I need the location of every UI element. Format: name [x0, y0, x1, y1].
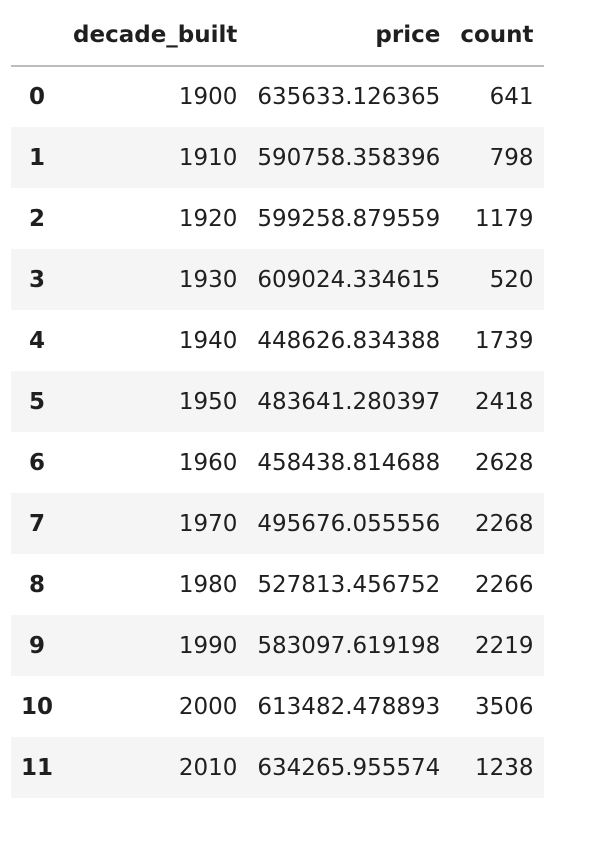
- cell-price: 635633.126365: [257, 84, 441, 110]
- cell-count: 798: [489, 144, 534, 171]
- cell-decade-built: 1900: [178, 84, 238, 110]
- column-header-count: count: [450, 0, 544, 67]
- cell-count: 2418: [474, 388, 534, 415]
- cell-count: 1238: [474, 754, 534, 781]
- cell-decade-built: 1960: [178, 449, 238, 476]
- cell-price: 613482.478893: [257, 693, 441, 720]
- row-index: 0: [29, 84, 46, 110]
- cell-decade-built: 2000: [178, 693, 238, 720]
- dataframe-output: decade_built price count 0 1900 635633.126…: [11, 0, 544, 798]
- header-row: decade_built price count: [11, 0, 544, 67]
- cell-decade-built: 1910: [178, 144, 238, 171]
- table-row: 8 1980 527813.456752 2266: [11, 554, 544, 615]
- row-index: 10: [21, 693, 54, 720]
- row-index: 4: [29, 327, 46, 354]
- cell-price: 599258.879559: [257, 205, 441, 232]
- table-row: 1 1910 590758.358396 798: [11, 127, 544, 188]
- table-row: 0 1900 635633.126365 641: [11, 66, 544, 127]
- cell-count: 2268: [474, 510, 534, 537]
- table-row: 11 2010 634265.955574 1238: [11, 737, 544, 798]
- cell-count: 1739: [474, 327, 534, 354]
- cell-decade-built: 1930: [178, 266, 238, 293]
- cell-price: 495676.055556: [257, 510, 441, 537]
- table-row: 10 2000 613482.478893 3506: [11, 676, 544, 737]
- cell-decade-built: 1990: [178, 632, 238, 659]
- table-row: 5 1950 483641.280397 2418: [11, 371, 544, 432]
- index-header: [11, 0, 64, 67]
- table-row: 7 1970 495676.055556 2268: [11, 493, 544, 554]
- cell-decade-built: 1920: [178, 205, 238, 232]
- table-row: 2 1920 599258.879559 1179: [11, 188, 544, 249]
- table-row: 3 1930 609024.334615 520: [11, 249, 544, 310]
- row-index: 1: [29, 144, 46, 171]
- cell-count: 2219: [474, 632, 534, 659]
- cell-decade-built: 2010: [178, 754, 238, 781]
- row-index: 6: [29, 449, 46, 476]
- row-index: 8: [29, 571, 46, 598]
- cell-price: 483641.280397: [257, 388, 441, 415]
- row-index: 2: [29, 205, 46, 232]
- row-index: 5: [29, 388, 46, 415]
- row-index: 7: [29, 510, 46, 537]
- row-index: 11: [21, 754, 54, 781]
- table-row: 4 1940 448626.834388 1739: [11, 310, 544, 371]
- row-index: 3: [29, 266, 46, 293]
- cell-decade-built: 1970: [178, 510, 238, 537]
- row-index: 9: [29, 632, 46, 659]
- cell-count: 2628: [474, 449, 534, 476]
- column-header-decade-built: decade_built: [63, 0, 248, 67]
- cell-price: 527813.456752: [257, 571, 441, 598]
- dataframe-table: decade_built price count 0 1900 635633.126…: [11, 0, 544, 798]
- cell-decade-built: 1950: [178, 388, 238, 415]
- table-body: 0 1900 635633.126365 641 1 1910 590758.358396 7…: [11, 66, 544, 798]
- table-header: decade_built price count: [11, 0, 544, 67]
- cell-price: 609024.334615: [257, 266, 441, 293]
- cell-price: 458438.814688: [257, 449, 441, 476]
- cell-count: 2266: [474, 571, 534, 598]
- cell-price: 590758.358396: [257, 144, 441, 171]
- cell-count: 641: [489, 84, 534, 110]
- column-header-price: price: [247, 0, 451, 67]
- cell-price: 583097.619198: [257, 632, 441, 659]
- cell-count: 520: [489, 266, 534, 293]
- cell-price: 448626.834388: [257, 327, 441, 354]
- cell-decade-built: 1940: [178, 327, 238, 354]
- table-row: 9 1990 583097.619198 2219: [11, 615, 544, 676]
- cell-count: 3506: [474, 693, 534, 720]
- table-row: 6 1960 458438.814688 2628: [11, 432, 544, 493]
- cell-count: 1179: [474, 205, 534, 232]
- cell-price: 634265.955574: [257, 754, 441, 781]
- cell-decade-built: 1980: [178, 571, 238, 598]
